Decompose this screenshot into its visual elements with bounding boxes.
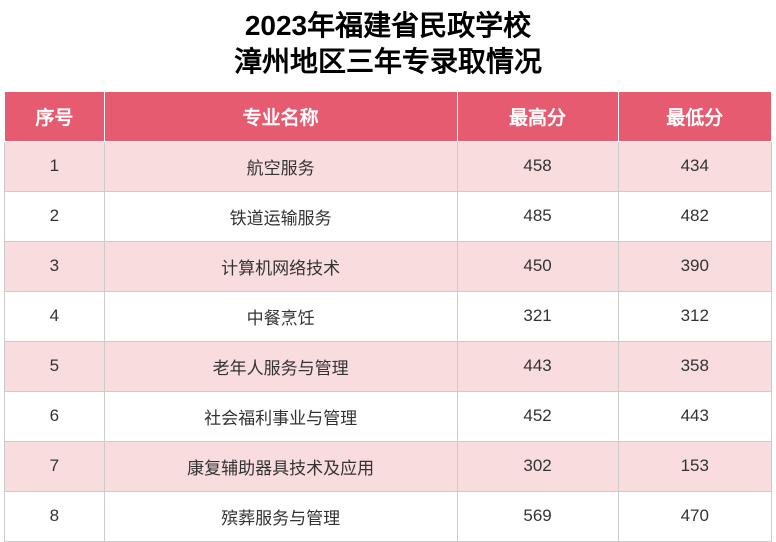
cell-low: 358	[618, 341, 771, 391]
cell-index: 1	[5, 141, 105, 191]
cell-low: 482	[618, 191, 771, 241]
cell-major: 中餐烹饪	[104, 291, 457, 341]
cell-low: 434	[618, 141, 771, 191]
cell-index: 4	[5, 291, 105, 341]
cell-index: 8	[5, 491, 105, 541]
cell-major: 铁道运输服务	[104, 191, 457, 241]
title-line1: 2023年福建省民政学校	[4, 8, 772, 44]
cell-major: 航空服务	[104, 141, 457, 191]
table-row: 6 社会福利事业与管理 452 443	[5, 391, 772, 441]
cell-high: 450	[457, 241, 618, 291]
header-major: 专业名称	[104, 91, 457, 141]
cell-major: 计算机网络技术	[104, 241, 457, 291]
cell-index: 3	[5, 241, 105, 291]
cell-high: 458	[457, 141, 618, 191]
admission-table: 序号 专业名称 最高分 最低分 1 航空服务 458 434 2 铁道运输服务 …	[4, 91, 772, 542]
table-row: 7 康复辅助器具技术及应用 302 153	[5, 441, 772, 491]
header-index: 序号	[5, 91, 105, 141]
cell-low: 312	[618, 291, 771, 341]
cell-index: 2	[5, 191, 105, 241]
table-row: 5 老年人服务与管理 443 358	[5, 341, 772, 391]
cell-low: 390	[618, 241, 771, 291]
table-row: 2 铁道运输服务 485 482	[5, 191, 772, 241]
table-row: 1 航空服务 458 434	[5, 141, 772, 191]
cell-low: 153	[618, 441, 771, 491]
table-row: 3 计算机网络技术 450 390	[5, 241, 772, 291]
cell-low: 470	[618, 491, 771, 541]
cell-index: 5	[5, 341, 105, 391]
cell-major: 康复辅助器具技术及应用	[104, 441, 457, 491]
cell-low: 443	[618, 391, 771, 441]
header-high: 最高分	[457, 91, 618, 141]
cell-high: 452	[457, 391, 618, 441]
cell-high: 321	[457, 291, 618, 341]
cell-index: 7	[5, 441, 105, 491]
cell-index: 6	[5, 391, 105, 441]
title-line2: 漳州地区三年专录取情况	[4, 44, 772, 80]
cell-high: 569	[457, 491, 618, 541]
cell-major: 殡葬服务与管理	[104, 491, 457, 541]
table-body: 1 航空服务 458 434 2 铁道运输服务 485 482 3 计算机网络技…	[5, 141, 772, 541]
cell-high: 302	[457, 441, 618, 491]
table-row: 4 中餐烹饪 321 312	[5, 291, 772, 341]
table-row: 8 殡葬服务与管理 569 470	[5, 491, 772, 541]
page-title: 2023年福建省民政学校 漳州地区三年专录取情况	[4, 8, 772, 81]
cell-high: 443	[457, 341, 618, 391]
table-header-row: 序号 专业名称 最高分 最低分	[5, 91, 772, 141]
cell-high: 485	[457, 191, 618, 241]
cell-major: 社会福利事业与管理	[104, 391, 457, 441]
cell-major: 老年人服务与管理	[104, 341, 457, 391]
header-low: 最低分	[618, 91, 771, 141]
